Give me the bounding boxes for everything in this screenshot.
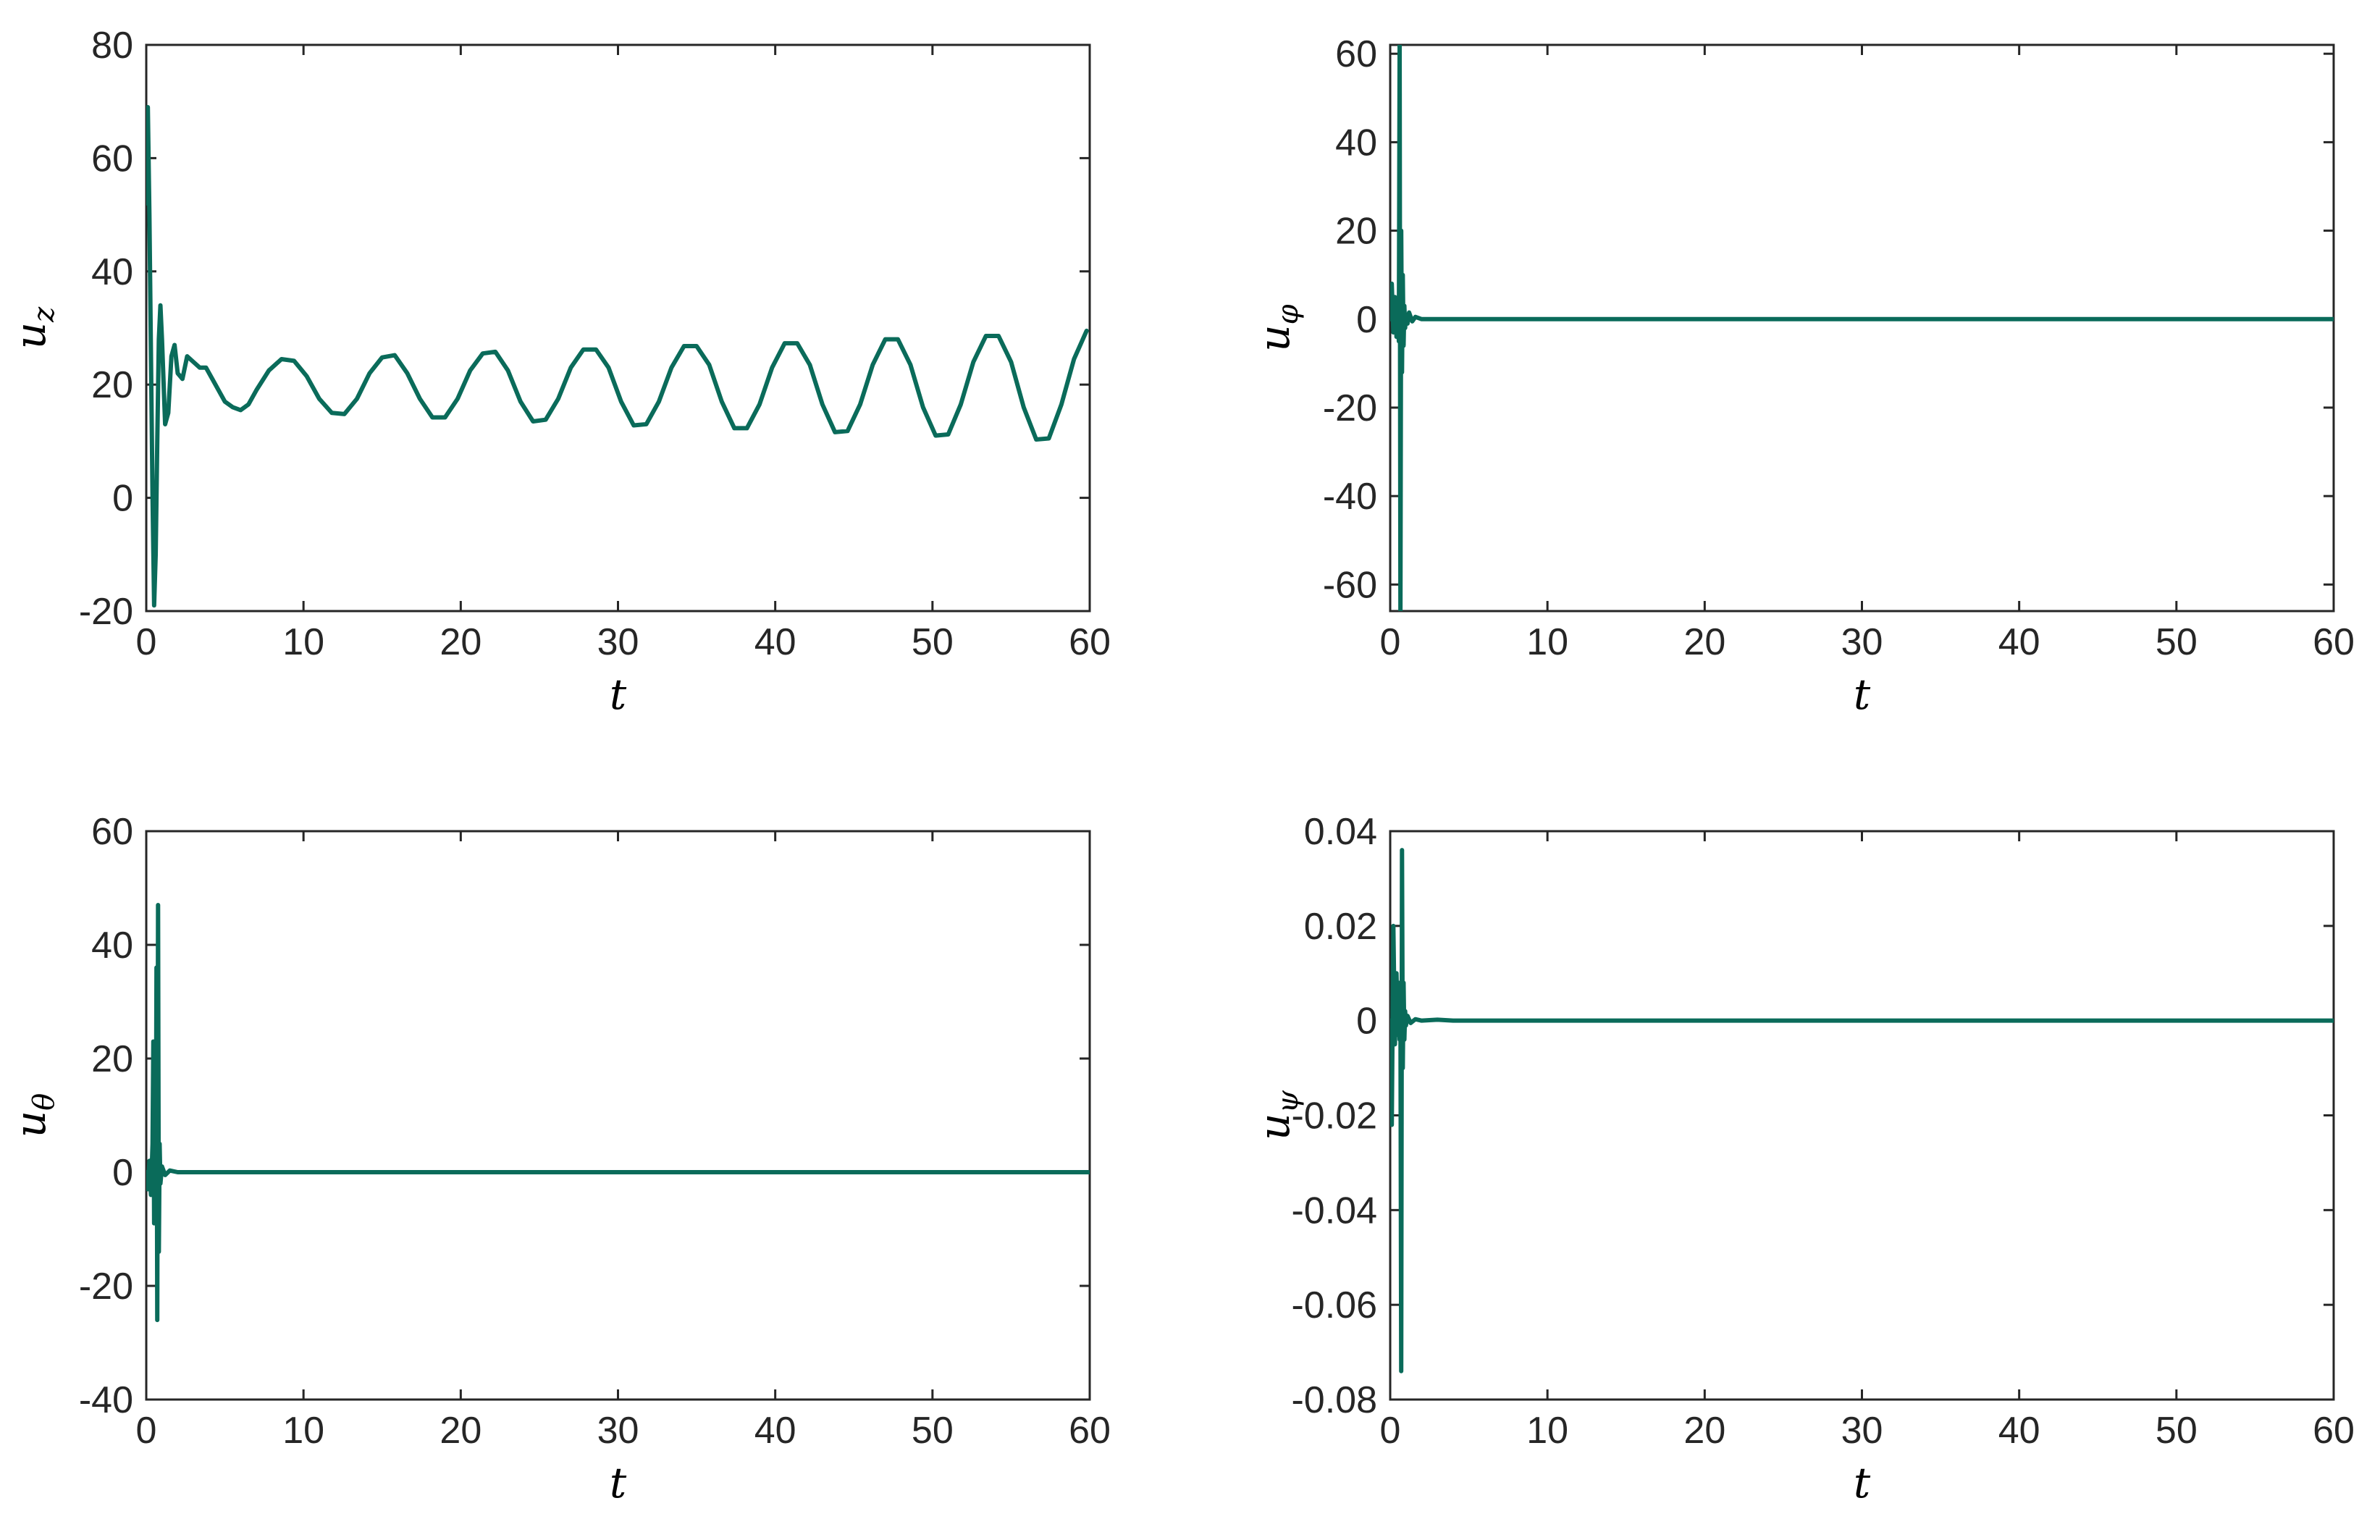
uphi-xtick-label: 60 <box>2313 621 2355 663</box>
uz-xtick-label: 40 <box>754 621 796 663</box>
upsi-ytick-label: -0.02 <box>1291 1095 1377 1137</box>
upsi-series-line <box>1390 848 2334 1373</box>
upsi-xtick-label: 60 <box>2313 1410 2355 1452</box>
utheta-ylabel-text: uθ <box>6 1093 61 1137</box>
upsi-ytick-label: 0 <box>1356 1001 1377 1043</box>
uz-xtick-label: 20 <box>440 621 482 663</box>
utheta-ytick-label: -20 <box>79 1266 133 1308</box>
uz-ytick-label: -20 <box>79 591 133 633</box>
subplot-upsi: 0 10 20 30 40 50 60 -0.08 -0.06 -0.04 -0.02 0 0.02 0.… <box>1250 811 2355 1507</box>
uz-series-line <box>146 105 1089 608</box>
utheta-ytick-label: -40 <box>79 1379 133 1421</box>
upsi-xtick-label: 20 <box>1683 1410 1725 1452</box>
uphi-xtick-label: 0 <box>1380 621 1401 663</box>
upsi-plot-frame <box>1389 830 2335 1401</box>
uz-xtick-label: 60 <box>1069 621 1111 663</box>
utheta-xtick-label: 40 <box>754 1410 796 1452</box>
uz-ylabel-text: uz <box>6 306 61 349</box>
uphi-xtick-label: 50 <box>2156 621 2198 663</box>
utheta-xtick-label: 50 <box>912 1410 954 1452</box>
uphi-xtick-label: 20 <box>1683 621 1725 663</box>
upsi-xtick-label: 30 <box>1841 1410 1883 1452</box>
upsi-ylabel-text: uψ <box>1250 1090 1305 1140</box>
utheta-xtick-label: 10 <box>282 1410 324 1452</box>
utheta-plot-frame <box>145 830 1091 1401</box>
uphi-ytick-label: 0 <box>1356 299 1377 341</box>
uphi-series-line <box>1390 45 2334 611</box>
uphi-ytick-label: 40 <box>1335 122 1377 164</box>
uz-xtick-label: 10 <box>282 621 324 663</box>
uphi-xtick-label: 40 <box>1998 621 2040 663</box>
uphi-ylabel-subscript: φ <box>1271 304 1305 324</box>
uz-ylabel: uz <box>6 306 61 349</box>
uz-ytick-label: 40 <box>91 251 133 293</box>
uphi-plot-frame <box>1389 43 2335 613</box>
uphi-ytick-label: 20 <box>1335 211 1377 253</box>
uz-ylabel-subscript: z <box>28 306 61 323</box>
upsi-ytick-label: 0.02 <box>1304 906 1377 948</box>
uz-ytick-label: 0 <box>112 478 133 520</box>
uphi-xlabel: t <box>1854 670 1871 719</box>
uz-ytick-label: 80 <box>91 25 133 67</box>
upsi-ytick-label: -0.04 <box>1291 1190 1377 1232</box>
utheta-series-line <box>146 903 1090 1323</box>
uz-ytick-label: 60 <box>91 138 133 180</box>
uphi-xtick-label: 30 <box>1841 621 1883 663</box>
utheta-xtick-label: 60 <box>1069 1410 1111 1452</box>
uphi-ytick-label: -20 <box>1323 387 1377 429</box>
uphi-ytick-label: 60 <box>1335 33 1377 75</box>
upsi-ytick-label: -0.08 <box>1291 1379 1377 1421</box>
upsi-xtick-label: 0 <box>1380 1410 1401 1452</box>
utheta-ylabel: uθ <box>6 1093 61 1137</box>
utheta-ytick-label: 60 <box>91 811 133 853</box>
uphi-ylabel-text: uφ <box>1250 304 1305 351</box>
uz-xtick-label: 0 <box>136 621 157 663</box>
utheta-xtick-label: 0 <box>136 1410 157 1452</box>
utheta-ytick-label: 0 <box>112 1152 133 1194</box>
uphi-xtick-label: 10 <box>1526 621 1568 663</box>
uz-ytick-label: 20 <box>91 364 133 406</box>
upsi-xlabel: t <box>1854 1458 1871 1507</box>
utheta-xtick-label: 30 <box>597 1410 639 1452</box>
upsi-xtick-label: 40 <box>1998 1410 2040 1452</box>
utheta-xtick-label: 20 <box>440 1410 482 1452</box>
utheta-xlabel: t <box>610 1458 627 1507</box>
subplot-utheta: 0 10 20 30 40 50 60 -40 -20 0 20 40 60 t uθ <box>6 811 1111 1507</box>
uz-xtick-label: 30 <box>597 621 639 663</box>
upsi-ylabel-main: u <box>1250 1114 1299 1140</box>
utheta-ytick-label: 20 <box>91 1038 133 1080</box>
uphi-ylabel-main: u <box>1250 324 1299 351</box>
upsi-xtick-label: 10 <box>1526 1410 1568 1452</box>
utheta-ylabel-main: u <box>6 1111 55 1137</box>
utheta-ylabel-subscript: θ <box>28 1093 61 1111</box>
uz-plot-frame <box>145 43 1091 613</box>
uz-xtick-label: 50 <box>912 621 954 663</box>
uphi-ytick-label: -60 <box>1323 564 1377 606</box>
upsi-ytick-label: 0.04 <box>1304 811 1377 853</box>
upsi-ylabel: uψ <box>1250 1090 1305 1140</box>
uz-ylabel-main: u <box>6 322 55 349</box>
uphi-ylabel: uφ <box>1250 304 1305 351</box>
upsi-ytick-label: -0.06 <box>1291 1284 1377 1326</box>
upsi-xtick-label: 50 <box>2156 1410 2198 1452</box>
subplot-uphi: 0 10 20 30 40 50 60 -60 -40 -20 0 20 40 60 t uφ <box>1250 33 2355 719</box>
upsi-ylabel-subscript: ψ <box>1271 1090 1305 1114</box>
uphi-ytick-label: -40 <box>1323 476 1377 518</box>
uz-xlabel: t <box>610 670 627 719</box>
utheta-ytick-label: 40 <box>91 925 133 967</box>
